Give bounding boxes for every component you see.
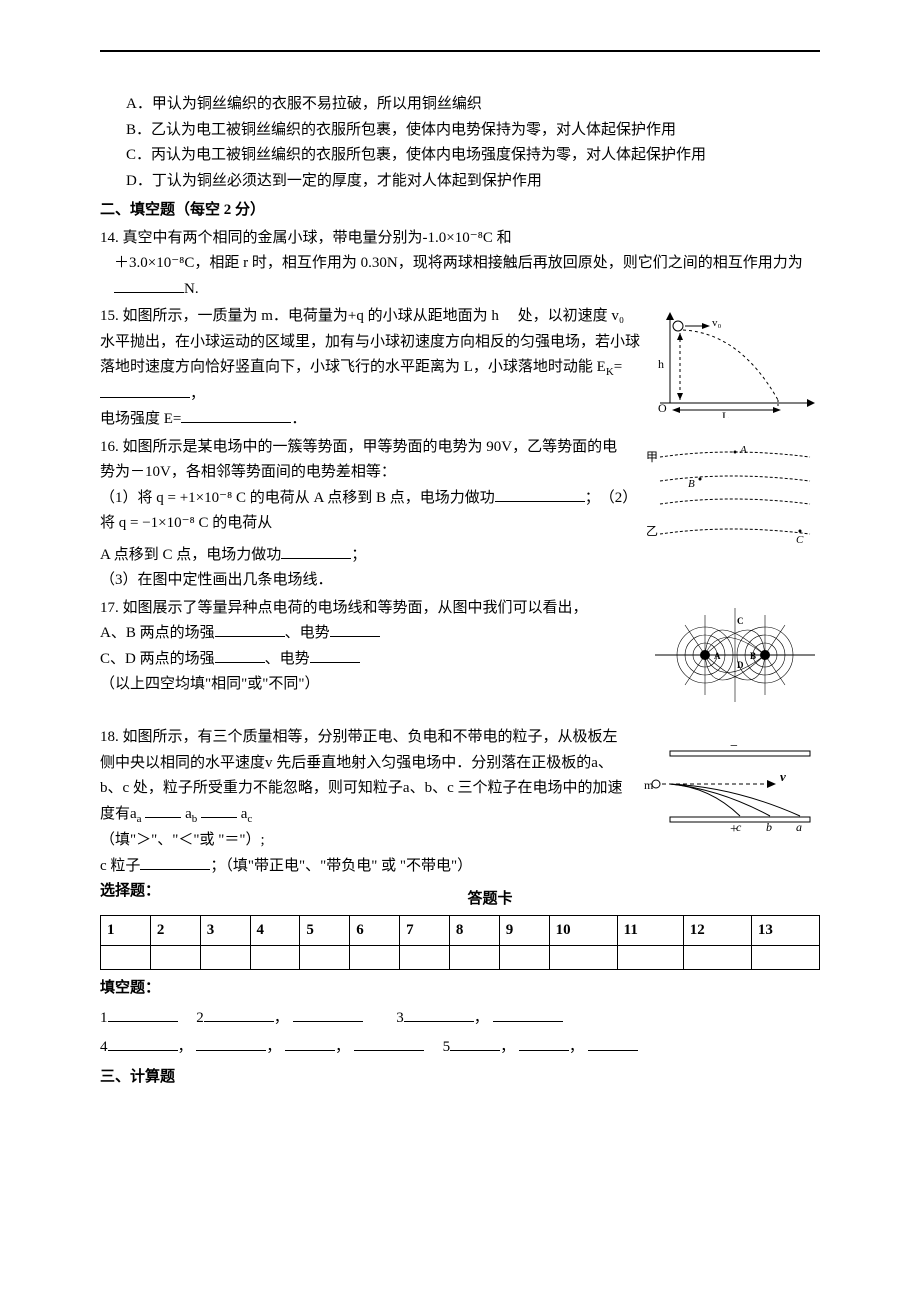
fill-row-2: 4， ， ， 5， ， bbox=[100, 1035, 820, 1061]
col-12: 12 bbox=[683, 915, 751, 946]
option-a: A．甲认为铜丝编织的衣服不易拉破，所以用铜丝编织 bbox=[100, 92, 820, 118]
svg-text:乙: 乙 bbox=[646, 524, 658, 538]
svg-text:L: L bbox=[722, 409, 729, 418]
answer-table: 1 2 3 4 5 6 7 8 9 10 11 12 13 bbox=[100, 915, 820, 971]
col-10: 10 bbox=[549, 915, 617, 946]
question-18: − + m v c b a 18. 如图所示，有三个质量相等，分别带正电、负电和… bbox=[100, 725, 820, 879]
col-3: 3 bbox=[200, 915, 250, 946]
col-13: 13 bbox=[751, 915, 819, 946]
q15-blank-ek bbox=[100, 383, 190, 398]
option-d: D．丁认为铜丝必须达到一定的厚度，才能对人体起到保护作用 bbox=[100, 169, 820, 195]
col-11: 11 bbox=[617, 915, 683, 946]
svg-text:O: O bbox=[658, 401, 667, 415]
q16-part3: （3）在图中定性画出几条电场线． bbox=[100, 568, 820, 594]
q17-blank1 bbox=[215, 622, 285, 637]
answer-card: 选择题： 答题卡 1 2 3 4 5 6 7 8 9 10 11 12 13 bbox=[100, 879, 820, 1061]
question-14: 14. 真空中有两个相同的金属小球，带电量分别为-1.0×10⁻⁸C 和 ＋3.… bbox=[100, 226, 820, 303]
section-3-header: 三、计算题 bbox=[100, 1065, 820, 1091]
q16-blank1 bbox=[495, 487, 585, 502]
svg-text:−: − bbox=[730, 739, 738, 754]
svg-text:C: C bbox=[737, 616, 744, 626]
col-7: 7 bbox=[400, 915, 450, 946]
q18-blank-b bbox=[201, 803, 237, 818]
q14-line2: ＋3.0×10⁻⁸C，相距 r 时，相互作用为 0.30N，现将两球相接触后再放… bbox=[100, 251, 820, 302]
col-4: 4 bbox=[250, 915, 300, 946]
q18-blank-c bbox=[140, 855, 210, 870]
q15-text: 15. 如图所示，一质量为 m．电荷量为+q 的小球从距地面为 h 处，以初速度… bbox=[100, 308, 640, 375]
svg-text:m: m bbox=[644, 778, 654, 792]
q16-figure: 甲 乙 A B C bbox=[640, 439, 820, 559]
svg-text:甲: 甲 bbox=[646, 450, 658, 464]
select-label: 选择题： bbox=[100, 879, 160, 913]
svg-text:A: A bbox=[714, 651, 721, 661]
option-b: B．乙认为电工被铜丝编织的衣服所包裹，使体内电势保持为零，对人体起保护作用 bbox=[100, 118, 820, 144]
table-header-row: 1 2 3 4 5 6 7 8 9 10 11 12 13 bbox=[101, 915, 820, 946]
q18-figure: − + m v c b a bbox=[640, 739, 820, 849]
svg-text:v: v bbox=[780, 769, 786, 784]
col-5: 5 bbox=[300, 915, 350, 946]
svg-text:h: h bbox=[658, 357, 664, 371]
col-6: 6 bbox=[350, 915, 400, 946]
col-9: 9 bbox=[499, 915, 549, 946]
question-15: v₀ h O L 15. 如图所示，一质量为 m．电荷量为+q 的小球从距地面为… bbox=[100, 304, 820, 433]
fill-label: 填空题： bbox=[100, 976, 820, 1002]
option-c: C．丙认为电工被铜丝编织的衣服所包裹，使体内电场强度保持为零，对人体起保护作用 bbox=[100, 143, 820, 169]
svg-text:c: c bbox=[736, 820, 742, 834]
q14-blank bbox=[114, 278, 184, 293]
col-8: 8 bbox=[449, 915, 499, 946]
svg-text:C: C bbox=[796, 534, 804, 546]
svg-text:B: B bbox=[688, 478, 695, 490]
q17-blank3 bbox=[215, 648, 265, 663]
q18-c: c 粒子；（填"带正电"、"带负电" 或 "不带电"） bbox=[100, 854, 820, 880]
svg-text:a: a bbox=[796, 820, 802, 834]
col-1: 1 bbox=[101, 915, 151, 946]
q17-blank4 bbox=[310, 648, 360, 663]
q14-line1: 14. 真空中有两个相同的金属小球，带电量分别为-1.0×10⁻⁸C 和 bbox=[100, 226, 820, 252]
svg-text:v₀: v₀ bbox=[712, 317, 722, 329]
question-17: A B C D 17. 如图展示了等量异种点电荷的电场线和等势面，从图中我们可以… bbox=[100, 596, 820, 724]
svg-text:D: D bbox=[737, 660, 744, 670]
card-title: 答题卡 bbox=[160, 887, 820, 913]
section-2-header: 二、填空题（每空 2 分） bbox=[100, 198, 820, 224]
table-answer-row bbox=[101, 946, 820, 970]
col-2: 2 bbox=[150, 915, 200, 946]
svg-text:b: b bbox=[766, 820, 772, 834]
q17-figure: A B C D bbox=[650, 600, 820, 720]
svg-text:B: B bbox=[750, 651, 756, 661]
svg-text:A: A bbox=[739, 444, 747, 456]
question-16: 甲 乙 A B C 16. 如图所示是某电场中的一簇等势面，甲等势面的电势为 9… bbox=[100, 435, 820, 594]
q16-blank2 bbox=[281, 544, 351, 559]
q15-blank-e bbox=[181, 408, 291, 423]
fill-row-1: 1 2， 3， bbox=[100, 1006, 820, 1032]
q15-figure: v₀ h O L bbox=[650, 308, 820, 428]
q18-blank-a bbox=[145, 803, 181, 818]
q17-blank2 bbox=[330, 622, 380, 637]
